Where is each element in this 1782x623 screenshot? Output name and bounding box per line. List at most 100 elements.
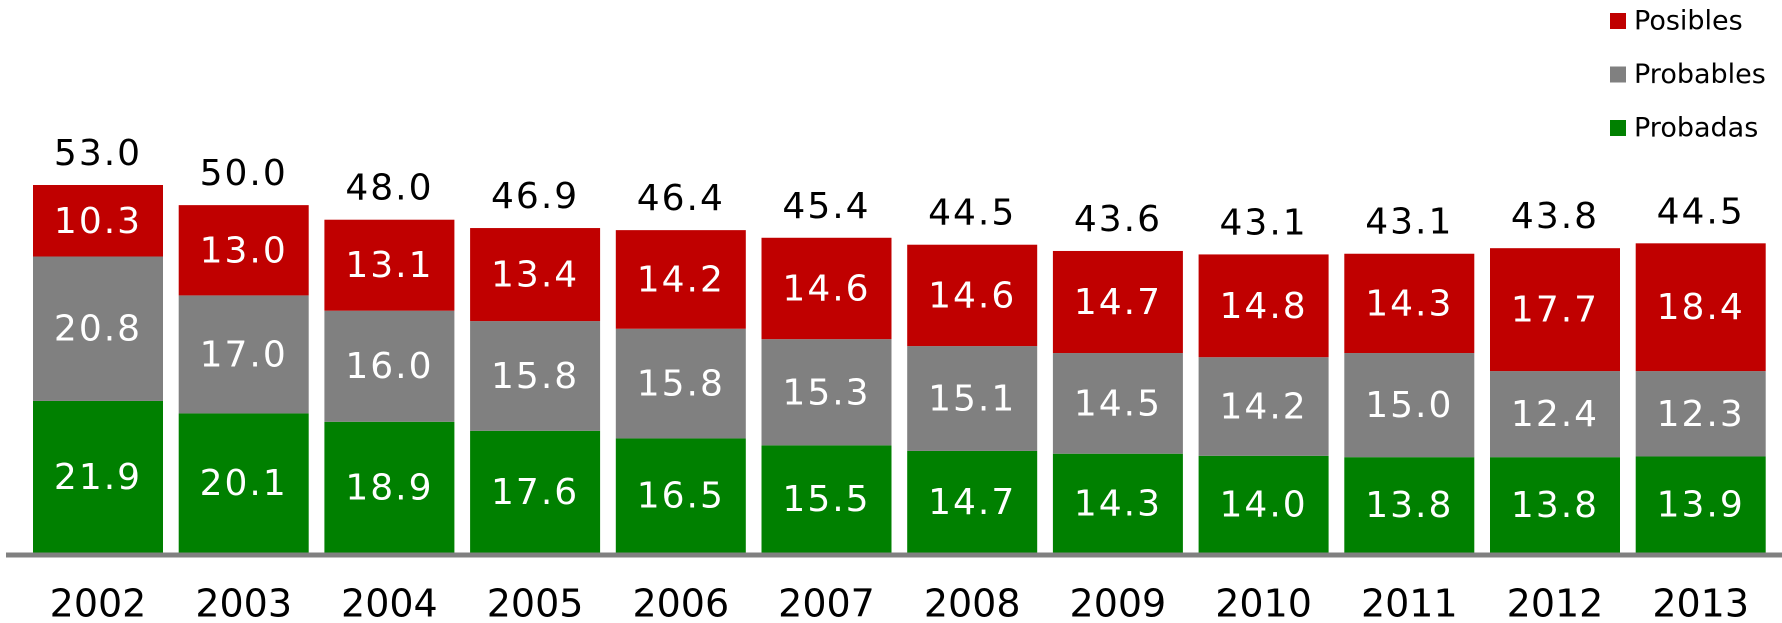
legend-swatch: [1610, 66, 1626, 83]
x-tick-label: 2002: [50, 582, 147, 623]
bar-segment: [1490, 371, 1620, 458]
bar-segment: [33, 256, 163, 401]
value-label: 14.2: [637, 259, 725, 300]
value-label: 15.5: [782, 479, 870, 520]
total-label: 43.1: [1220, 202, 1308, 243]
x-tick-label: 2003: [195, 582, 292, 623]
bar-segment: [761, 445, 892, 553]
total-label: 44.5: [1657, 191, 1745, 232]
value-label: 20.1: [200, 463, 288, 504]
bar-segment: [324, 421, 455, 553]
bar-segment: [1198, 357, 1329, 456]
value-label: 17.6: [491, 472, 579, 513]
x-tick-label: 2011: [1361, 582, 1458, 623]
bar-segment: [1052, 353, 1183, 454]
value-label: 13.1: [345, 245, 433, 286]
bar-segment: [1490, 248, 1620, 372]
x-tick-label: 2007: [778, 582, 875, 623]
total-label: 46.4: [637, 178, 725, 219]
value-label: 14.6: [782, 268, 870, 309]
bar-segment: [615, 230, 746, 329]
bar-segment: [33, 185, 163, 257]
bar-segment: [1490, 457, 1620, 553]
legend-label: Probables: [1634, 59, 1766, 90]
legend-swatch: [1610, 13, 1626, 29]
total-label: 44.5: [928, 193, 1016, 234]
x-tick-label: 2010: [1215, 582, 1312, 623]
value-label: 13.8: [1511, 485, 1599, 526]
x-tick-label: 2004: [341, 582, 438, 623]
x-tick-label: 2013: [1652, 582, 1749, 623]
value-label: 15.8: [491, 356, 579, 397]
bar-segment: [178, 295, 309, 414]
value-label: 16.0: [345, 346, 433, 387]
value-label: 14.0: [1220, 484, 1308, 525]
bar-segment: [761, 237, 892, 340]
value-label: 15.8: [637, 364, 725, 405]
value-label: 14.8: [1220, 286, 1308, 327]
legend-swatch: [1610, 120, 1626, 136]
total-label: 48.0: [345, 168, 433, 209]
value-label: 14.3: [1365, 283, 1453, 324]
bar-segment: [1635, 243, 1766, 372]
total-label: 53.0: [54, 133, 142, 174]
value-label: 17.0: [200, 334, 288, 375]
value-label: 18.9: [345, 467, 433, 508]
bar-segment: [178, 413, 309, 553]
bar-segment: [761, 339, 892, 446]
value-label: 14.7: [1074, 282, 1162, 323]
value-label: 14.6: [928, 275, 1016, 316]
bar-segment: [1344, 253, 1475, 354]
value-label: 13.4: [491, 255, 579, 296]
bar-segment: [1198, 455, 1329, 553]
legend-label: Probadas: [1634, 113, 1758, 144]
total-label: 45.4: [782, 186, 870, 227]
x-tick-label: 2009: [1070, 582, 1167, 623]
total-label: 43.8: [1511, 196, 1599, 237]
value-label: 18.4: [1657, 287, 1745, 328]
legend-label: Posibles: [1634, 6, 1743, 37]
bar-segment: [615, 328, 746, 439]
value-label: 14.3: [1074, 483, 1162, 524]
total-label: 43.6: [1074, 199, 1162, 240]
total-label: 50.0: [200, 153, 288, 194]
bar-segment: [33, 400, 163, 553]
value-label: 12.3: [1657, 394, 1745, 435]
bar-segment: [324, 310, 455, 422]
bar-segment: [907, 346, 1038, 451]
total-label: 46.9: [491, 176, 579, 217]
value-label: 21.9: [54, 457, 142, 498]
bar-segment: [324, 219, 455, 311]
x-tick-label: 2008: [924, 582, 1021, 623]
value-label: 15.3: [782, 372, 870, 413]
bar-segment: [470, 321, 601, 431]
value-label: 15.0: [1365, 385, 1453, 426]
bar-segment: [907, 450, 1038, 553]
value-label: 13.8: [1365, 485, 1453, 526]
x-tick-label: 2012: [1507, 582, 1604, 623]
value-label: 12.4: [1511, 394, 1599, 435]
bar-segment: [1052, 250, 1183, 354]
x-tick-label: 2005: [487, 582, 584, 623]
value-label: 14.2: [1220, 386, 1308, 427]
bar-segment: [1052, 453, 1183, 553]
value-label: 17.7: [1511, 290, 1599, 331]
bar-segment: [470, 228, 601, 322]
bar-segment: [1198, 254, 1329, 358]
bar-segment: [470, 430, 601, 553]
value-label: 13.9: [1657, 485, 1745, 526]
bar-segment: [907, 244, 1038, 347]
value-label: 16.5: [637, 476, 725, 517]
bar-segment: [178, 205, 309, 296]
x-tick-label: 2006: [632, 582, 729, 623]
bar-segment: [615, 438, 746, 553]
bar-segment: [1635, 371, 1766, 457]
total-label: 43.1: [1365, 202, 1453, 243]
value-label: 20.8: [54, 309, 142, 350]
bar-segment: [1344, 457, 1475, 553]
value-label: 13.0: [200, 230, 288, 271]
bar-segment: [1344, 353, 1475, 458]
value-label: 15.1: [928, 379, 1016, 420]
value-label: 14.7: [928, 482, 1016, 523]
